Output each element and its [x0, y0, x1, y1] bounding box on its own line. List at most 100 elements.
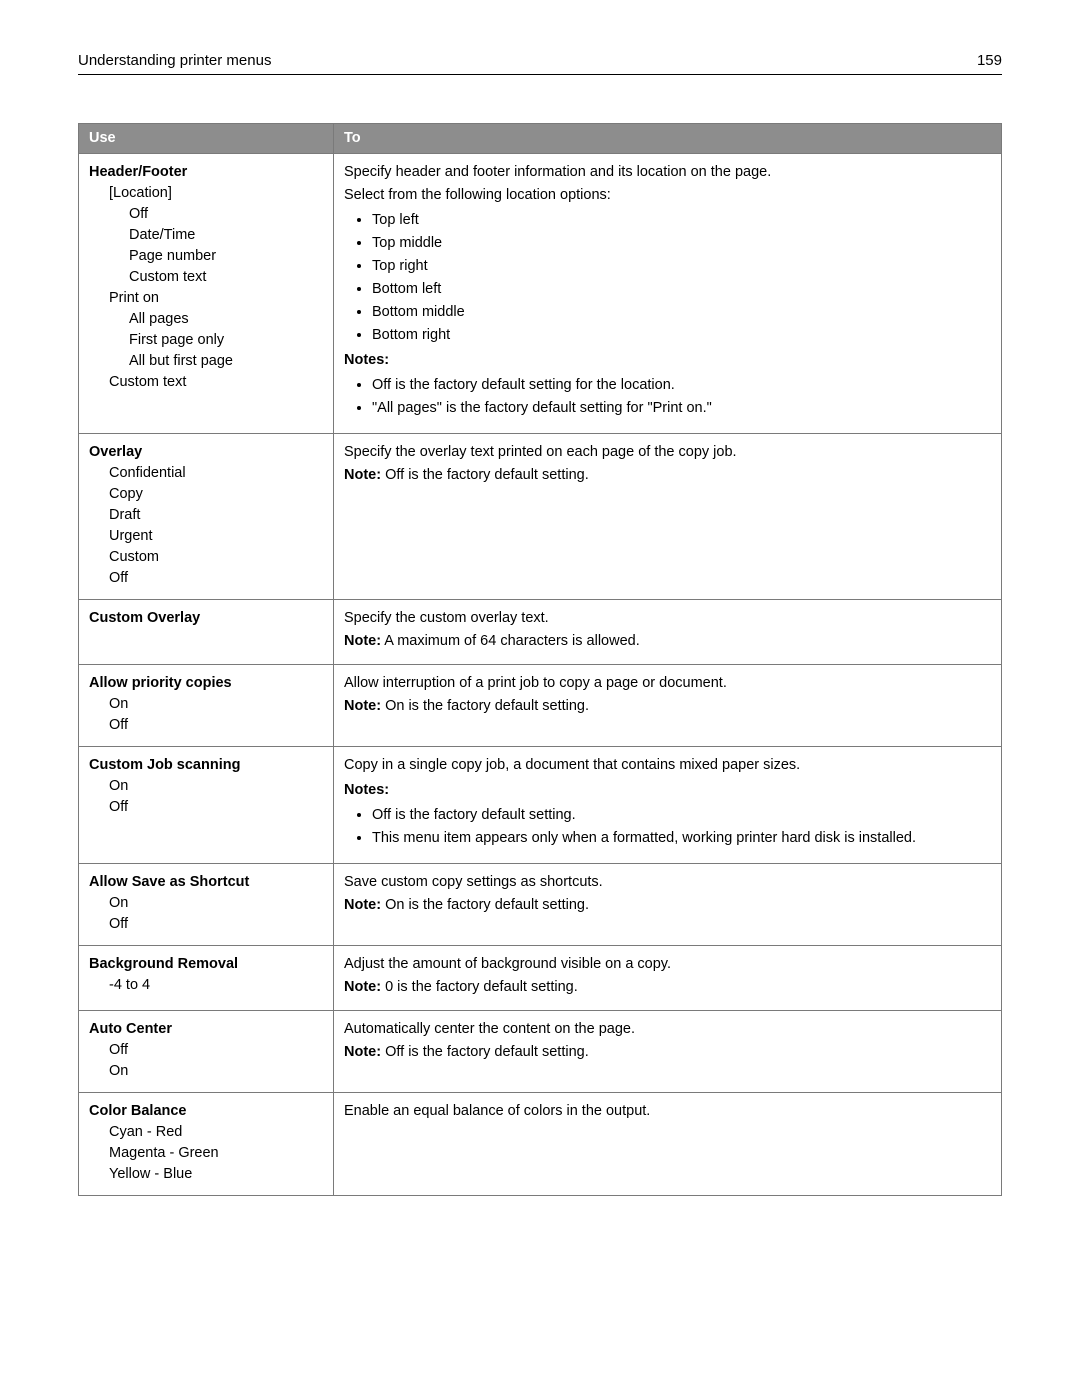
note-label: Note:: [344, 698, 381, 714]
use-cell: Custom Job scanningOnOff: [79, 747, 334, 864]
note-label: Note:: [344, 897, 381, 913]
use-title: Background Removal: [89, 954, 323, 975]
to-cell: Specify header and footer information an…: [334, 153, 1002, 433]
use-cell: OverlayConfidentialCopyDraftUrgentCustom…: [79, 433, 334, 599]
inline-note: Note: 0 is the factory default setting.: [344, 977, 991, 998]
to-lead: Enable an equal balance of colors in the…: [344, 1101, 991, 1122]
use-option: Off: [89, 1040, 323, 1061]
inline-note: Note: On is the factory default setting.: [344, 895, 991, 916]
use-cell: Background Removal‑4 to 4: [79, 946, 334, 1011]
use-option: Off: [89, 568, 323, 589]
use-cell: Allow priority copiesOnOff: [79, 665, 334, 747]
use-option: All but first page: [89, 351, 323, 372]
use-option: Draft: [89, 505, 323, 526]
table-row: OverlayConfidentialCopyDraftUrgentCustom…: [79, 433, 1002, 599]
note-item: "All pages" is the factory default setti…: [372, 398, 991, 419]
note-text: 0 is the factory default setting.: [381, 979, 578, 995]
to-lead: Allow interruption of a print job to cop…: [344, 673, 991, 694]
to-lead: Automatically center the content on the …: [344, 1019, 991, 1040]
use-cell: Custom Overlay: [79, 600, 334, 665]
notes-list: Off is the factory default setting for t…: [344, 375, 991, 419]
note-item: This menu item appears only when a forma…: [372, 828, 991, 849]
use-option: Custom text: [89, 372, 323, 393]
note-item: Off is the factory default setting.: [372, 805, 991, 826]
col-use: Use: [79, 123, 334, 153]
use-option: Cyan ‑ Red: [89, 1122, 323, 1143]
col-to: To: [334, 123, 1002, 153]
to-cell: Specify the custom overlay text.Note: A …: [334, 600, 1002, 665]
use-option: Copy: [89, 484, 323, 505]
inline-note: Note: A maximum of 64 characters is allo…: [344, 631, 991, 652]
use-title: Color Balance: [89, 1101, 323, 1122]
use-option: On: [89, 694, 323, 715]
use-cell: Allow Save as ShortcutOnOff: [79, 864, 334, 946]
table-row: Allow priority copiesOnOff Allow interrup…: [79, 665, 1002, 747]
table-row: Color BalanceCyan ‑ RedMagenta ‑ GreenYe…: [79, 1093, 1002, 1196]
to-lead: Specify the custom overlay text.: [344, 608, 991, 629]
to-cell: Copy in a single copy job, a document th…: [334, 747, 1002, 864]
use-option: Magenta ‑ Green: [89, 1143, 323, 1164]
to-lead: Specify the overlay text printed on each…: [344, 442, 991, 463]
page-number: 159: [977, 50, 1002, 72]
use-cell: Color BalanceCyan ‑ RedMagenta ‑ GreenYe…: [79, 1093, 334, 1196]
note-text: On is the factory default setting.: [381, 897, 589, 913]
table-row: Custom Job scanningOnOffCopy in a single…: [79, 747, 1002, 864]
bullet-item: Bottom left: [372, 279, 991, 300]
use-title: Allow Save as Shortcut: [89, 872, 323, 893]
note-text: Off is the factory default setting.: [381, 467, 589, 483]
inline-note: Note: Off is the factory default setting…: [344, 1042, 991, 1063]
use-option: Off: [89, 797, 323, 818]
to-lead: Adjust the amount of background visible …: [344, 954, 991, 975]
use-option: Custom: [89, 547, 323, 568]
to-lead: Save custom copy settings as shortcuts.: [344, 872, 991, 893]
use-option: [Location]: [89, 183, 323, 204]
table-row: Custom Overlay Specify the custom overlay…: [79, 600, 1002, 665]
use-option: Urgent: [89, 526, 323, 547]
bullet-item: Top middle: [372, 233, 991, 254]
use-title: Header/Footer: [89, 162, 323, 183]
table-row: Auto CenterOffOn Automatically center the…: [79, 1011, 1002, 1093]
use-option: Confidential: [89, 463, 323, 484]
use-option: Date/Time: [89, 225, 323, 246]
bullet-item: Top left: [372, 210, 991, 231]
use-option: Print on: [89, 288, 323, 309]
to-cell: Enable an equal balance of colors in the…: [334, 1093, 1002, 1196]
bullet-item: Bottom middle: [372, 302, 991, 323]
use-option: On: [89, 776, 323, 797]
use-title: Custom Overlay: [89, 608, 323, 629]
menu-table: Use To Header/Footer[Location]OffDate/Ti…: [78, 123, 1002, 1197]
use-option: On: [89, 893, 323, 914]
notes-label: Notes:: [344, 780, 991, 801]
bullet-item: Bottom right: [372, 325, 991, 346]
use-option: Page number: [89, 246, 323, 267]
inline-note: Note: On is the factory default setting.: [344, 696, 991, 717]
use-title: Auto Center: [89, 1019, 323, 1040]
note-label: Note:: [344, 467, 381, 483]
use-title: Custom Job scanning: [89, 755, 323, 776]
table-row: Background Removal‑4 to 4 Adjust the amou…: [79, 946, 1002, 1011]
to-cell: Adjust the amount of background visible …: [334, 946, 1002, 1011]
notes-label: Notes:: [344, 350, 991, 371]
use-option: ‑4 to 4: [89, 975, 323, 996]
use-option: All pages: [89, 309, 323, 330]
to-cell: Automatically center the content on the …: [334, 1011, 1002, 1093]
to-cell: Specify the overlay text printed on each…: [334, 433, 1002, 599]
note-label: Note:: [344, 1044, 381, 1060]
to-bullets: Top leftTop middleTop rightBottom leftBo…: [344, 210, 991, 346]
use-cell: Header/Footer[Location]OffDate/TimePage …: [79, 153, 334, 433]
use-option: Custom text: [89, 267, 323, 288]
table-row: Allow Save as ShortcutOnOffSave custom c…: [79, 864, 1002, 946]
page-header: Understanding printer menus 159: [78, 50, 1002, 75]
note-item: Off is the factory default setting for t…: [372, 375, 991, 396]
inline-note: Note: Off is the factory default setting…: [344, 465, 991, 486]
to-cell: Allow interruption of a print job to cop…: [334, 665, 1002, 747]
to-lead: Specify header and footer information an…: [344, 162, 991, 183]
use-option: On: [89, 1061, 323, 1082]
to-lead2: Select from the following location optio…: [344, 185, 991, 206]
use-option: Off: [89, 914, 323, 935]
use-option: First page only: [89, 330, 323, 351]
table-row: Header/Footer[Location]OffDate/TimePage …: [79, 153, 1002, 433]
use-option: Off: [89, 204, 323, 225]
to-cell: Save custom copy settings as shortcuts.N…: [334, 864, 1002, 946]
notes-list: Off is the factory default setting.This …: [344, 805, 991, 849]
